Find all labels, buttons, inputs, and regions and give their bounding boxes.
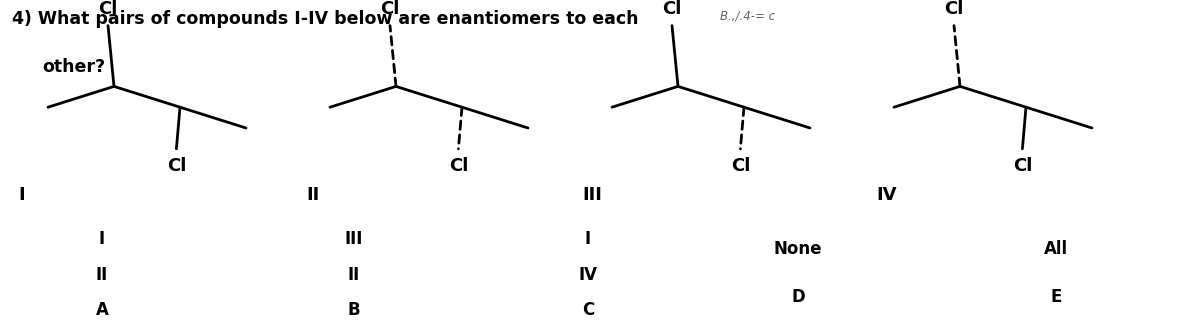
Text: Cl: Cl [167,157,186,175]
Text: other?: other? [42,58,106,76]
Text: Cl: Cl [662,0,682,18]
Text: I: I [584,230,592,248]
Text: I: I [98,230,106,248]
Text: D: D [791,288,805,306]
Text: III: III [582,186,602,204]
Text: Cl: Cl [449,157,468,175]
Text: Cl: Cl [98,0,118,18]
Text: II: II [306,186,319,204]
Text: None: None [774,240,822,258]
Text: II: II [96,266,108,284]
Text: IV: IV [578,266,598,284]
Text: Cl: Cl [731,157,750,175]
Text: IV: IV [876,186,896,204]
Text: All: All [1044,240,1068,258]
Text: E: E [1050,288,1062,306]
Text: Cl: Cl [380,0,400,18]
Text: II: II [348,266,360,284]
Text: 4) What pairs of compounds I-IV below are enantiomers to each: 4) What pairs of compounds I-IV below ar… [12,10,638,28]
Text: III: III [344,230,364,248]
Text: B.,/.4-= c: B.,/.4-= c [720,10,775,23]
Text: A: A [96,301,108,319]
Text: I: I [18,186,25,204]
Text: C: C [582,301,594,319]
Text: B: B [348,301,360,319]
Text: Cl: Cl [944,0,964,18]
Text: Cl: Cl [1013,157,1032,175]
